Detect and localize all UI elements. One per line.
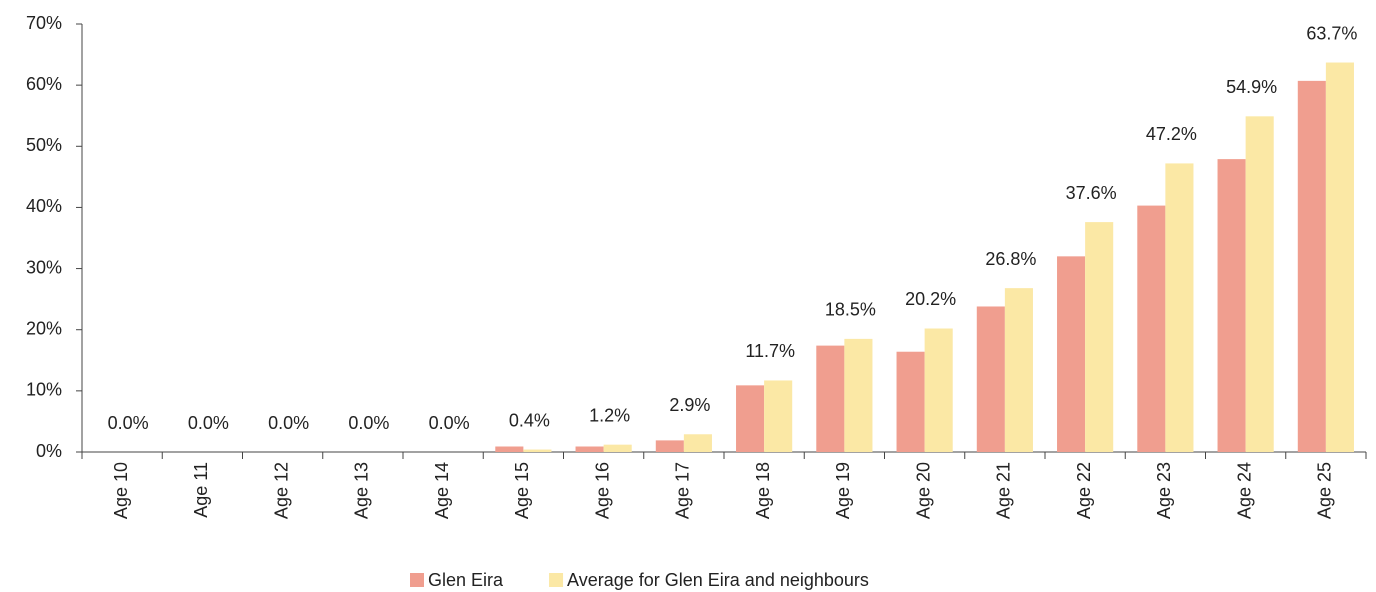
data-label: 18.5% <box>825 300 876 320</box>
bar <box>736 385 765 452</box>
x-tick-label: Age 24 <box>1234 462 1254 519</box>
bar <box>1137 205 1166 452</box>
bar <box>1165 163 1194 453</box>
x-tick-label: Age 12 <box>271 462 291 519</box>
x-tick-label: Age 19 <box>833 462 853 519</box>
bar <box>896 351 925 452</box>
bar <box>603 444 632 452</box>
y-tick-label: 20% <box>26 318 62 338</box>
data-label: 1.2% <box>589 405 630 425</box>
data-label: 54.9% <box>1226 77 1277 97</box>
x-tick-label: Age 14 <box>432 462 452 519</box>
bar <box>1004 288 1033 452</box>
bar <box>655 440 684 452</box>
x-tick-label: Age 21 <box>994 462 1014 519</box>
bar <box>1085 222 1114 452</box>
data-label: 2.9% <box>669 395 710 415</box>
data-label: 0.0% <box>429 413 470 433</box>
bar <box>1217 159 1246 452</box>
bar <box>816 345 845 452</box>
y-tick-label: 70% <box>26 13 62 33</box>
x-tick-label: Age 17 <box>673 462 693 519</box>
data-label: 26.8% <box>985 249 1036 269</box>
y-tick-label: 30% <box>26 257 62 277</box>
bar <box>575 446 604 452</box>
bar <box>844 338 873 452</box>
bar <box>523 449 552 452</box>
bar <box>683 434 712 452</box>
data-label: 0.0% <box>108 413 149 433</box>
x-tick-label: Age 18 <box>753 462 773 519</box>
x-tick-label: Age 22 <box>1074 462 1094 519</box>
x-tick-label: Age 15 <box>512 462 532 519</box>
bar <box>1325 62 1354 453</box>
x-tick-label: Age 16 <box>592 462 612 519</box>
y-tick-label: 50% <box>26 135 62 155</box>
x-tick-label: Age 11 <box>191 462 211 518</box>
bar <box>924 328 953 452</box>
x-tick-label: Age 25 <box>1315 462 1335 519</box>
data-label: 37.6% <box>1066 183 1117 203</box>
data-label: 20.2% <box>905 289 956 309</box>
data-label: 47.2% <box>1146 124 1197 144</box>
data-label: 11.7% <box>745 341 795 361</box>
legend-label: Glen Eira <box>428 570 504 590</box>
x-tick-label: Age 10 <box>111 462 131 519</box>
bar <box>1057 256 1086 452</box>
data-label: 0.0% <box>268 413 309 433</box>
bar <box>1245 116 1274 452</box>
bar <box>1297 80 1326 452</box>
legend-swatch <box>410 573 424 587</box>
data-label: 63.7% <box>1306 23 1357 43</box>
y-tick-label: 40% <box>26 196 62 216</box>
legend-swatch <box>549 573 564 587</box>
y-tick-label: 60% <box>26 74 62 94</box>
data-label: 0.0% <box>348 413 389 433</box>
data-label: 0.0% <box>188 413 229 433</box>
y-tick-label: 10% <box>26 380 62 400</box>
y-tick-label: 0% <box>36 441 62 461</box>
x-tick-label: Age 20 <box>913 462 933 519</box>
bar <box>764 380 793 452</box>
bar <box>495 446 524 452</box>
x-tick-label: Age 13 <box>352 462 372 519</box>
data-label: 0.4% <box>509 410 550 430</box>
bar <box>976 306 1005 452</box>
x-tick-label: Age 23 <box>1154 462 1174 519</box>
legend-label: Average for Glen Eira and neighbours <box>567 570 869 590</box>
